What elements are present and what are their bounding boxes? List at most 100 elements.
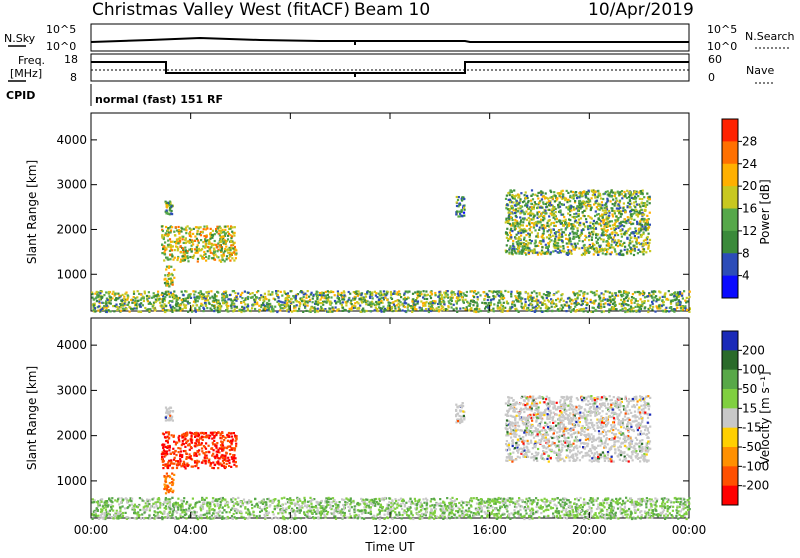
echo-cell [195,433,197,435]
echo-cell [93,304,95,306]
echo-cell [473,296,475,298]
echo-cell [584,239,586,241]
echo-cell [176,295,178,297]
echo-cell [193,254,195,256]
echo-cell [549,241,551,243]
echo-cell [456,205,458,207]
echo-cell [582,211,584,213]
echo-cell [649,307,651,309]
echo-cell [280,307,282,309]
echo-cell [537,197,539,199]
echo-cell [170,292,172,294]
echo-cell [511,249,513,251]
echo-cell [595,200,597,202]
echo-cell [366,310,368,312]
echo-cell [462,307,464,309]
echo-cell [563,197,565,199]
echo-cell [140,293,142,295]
echo-cell [569,195,571,197]
echo-cell [636,233,638,235]
echo-cell [590,208,592,210]
echo-cell [609,304,611,306]
echo-cell [543,230,545,232]
echo-cell [361,309,363,311]
echo-cell [506,244,508,246]
echo-cell [579,224,581,226]
echo-cell [597,233,599,235]
echo-cell [593,225,595,227]
echo-cell [215,244,217,246]
echo-cell [520,232,522,234]
echo-cell [634,227,636,229]
echo-cell [605,253,607,255]
beam-label: Beam 10 [354,0,430,20]
echo-cell [572,191,574,193]
echo-cell [233,242,235,244]
echo-cell [581,232,583,234]
echo-cell [233,432,235,434]
echo-cell [576,436,578,438]
echo-cell [510,293,512,295]
echo-cell [235,440,237,442]
echo-cell [526,309,528,311]
echo-cell [305,310,307,312]
echo-cell [203,452,205,454]
echo-cell [510,228,512,230]
echo-cell [629,203,631,205]
echo-cell [459,308,461,310]
echo-cell [194,291,196,293]
echo-cell [404,310,406,312]
echo-cell [184,450,186,452]
echo-cell [658,305,660,307]
echo-cell [526,219,528,221]
echo-cell [354,302,356,304]
echo-cell [286,302,288,304]
echo-cell [379,290,381,292]
echo-cell [407,305,409,307]
echo-cell [649,202,651,204]
echo-cell [643,218,645,220]
echo-cell [197,260,199,262]
echo-cell [509,199,511,201]
echo-cell [611,241,613,243]
echo-cell [572,194,574,196]
echo-cell [634,237,636,239]
echo-cell [332,308,334,310]
echo-cell [196,246,198,248]
echo-cell [614,296,616,298]
echo-cell [578,309,580,311]
echo-cell [504,290,506,292]
echo-cell [618,194,620,196]
echo-cell [631,197,633,199]
echo-cell [600,225,602,227]
echo-cell [615,197,617,199]
echo-cell [122,308,124,310]
echo-cell [558,220,560,222]
echo-cell [189,295,191,297]
echo-cell [203,226,205,228]
echo-cell [579,222,581,224]
echo-cell [204,457,206,459]
echo-cell [552,250,554,252]
echo-cell [647,227,649,229]
echo-cell [206,436,208,438]
echo-cell [184,290,186,292]
echo-cell [589,222,591,224]
echo-cell [324,301,326,303]
echo-cell [169,296,171,298]
echo-cell [648,244,650,246]
echo-cell [284,302,286,304]
echo-cell [120,310,122,312]
echo-cell [594,194,596,196]
echo-cell [597,190,599,192]
echo-cell [599,246,601,248]
echo-cell [507,310,509,312]
echo-cell [652,291,654,293]
echo-cell [224,229,226,231]
echo-cell [534,242,536,244]
echo-cell [343,292,345,294]
echo-cell [390,293,392,295]
echo-cell [610,200,612,202]
echo-cell [609,299,611,301]
echo-cell [636,223,638,225]
